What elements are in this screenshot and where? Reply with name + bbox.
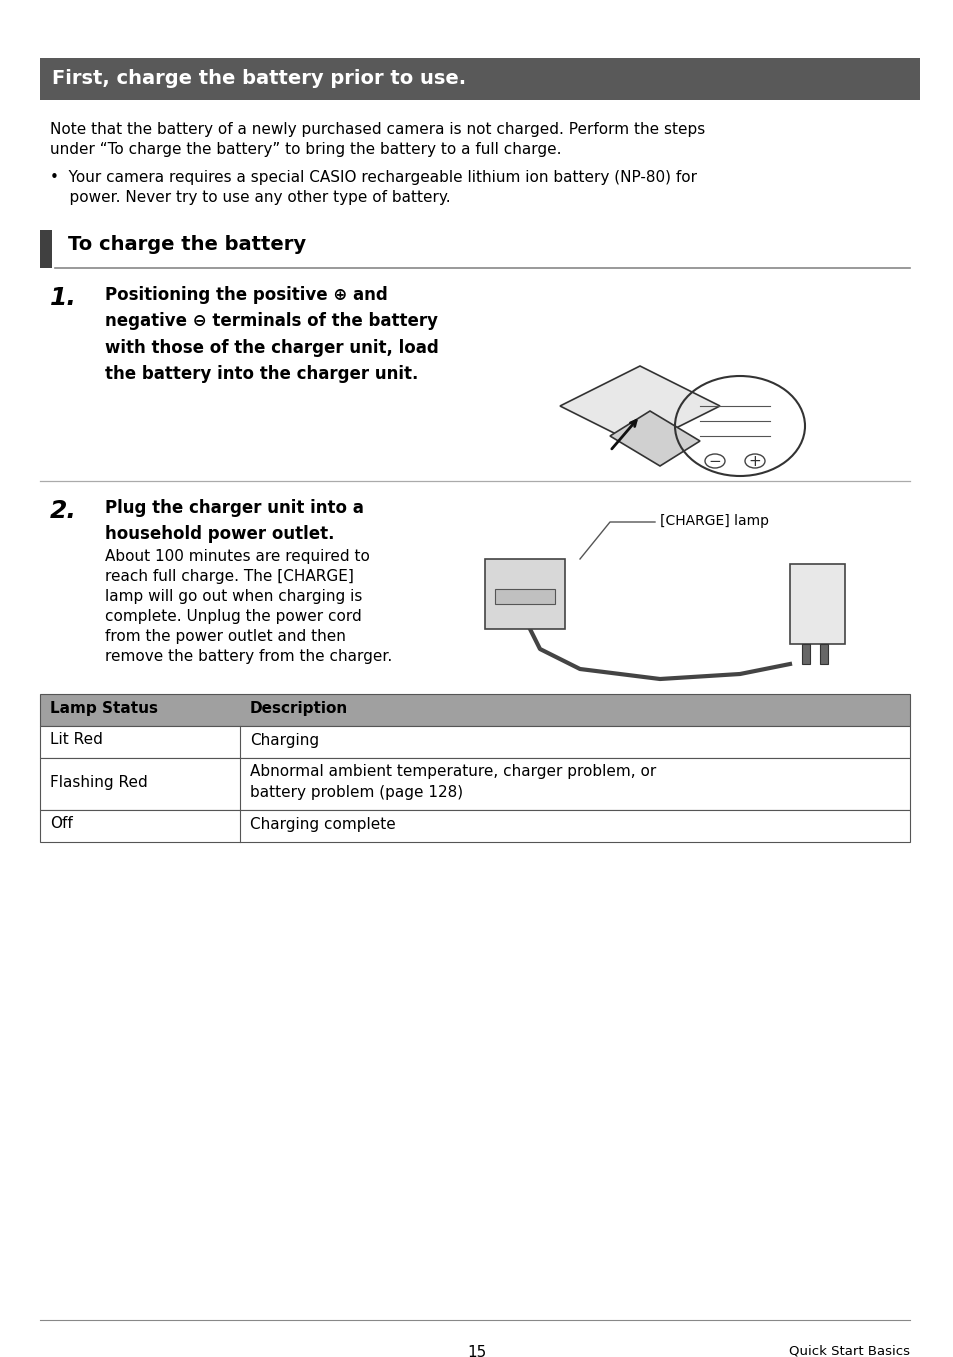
Bar bbox=[40, 229, 52, 267]
Text: Positioning the positive ⊕ and
negative ⊖ terminals of the battery
with those of: Positioning the positive ⊕ and negative … bbox=[105, 286, 438, 383]
Bar bbox=[40, 759, 909, 810]
Bar bbox=[40, 58, 919, 100]
Text: reach full charge. The [CHARGE]: reach full charge. The [CHARGE] bbox=[105, 569, 354, 584]
Text: −: − bbox=[708, 453, 720, 468]
Text: Description: Description bbox=[250, 700, 348, 715]
Text: Note that the battery of a newly purchased camera is not charged. Perform the st: Note that the battery of a newly purchas… bbox=[50, 122, 704, 137]
Text: from the power outlet and then: from the power outlet and then bbox=[105, 630, 346, 645]
Text: power. Never try to use any other type of battery.: power. Never try to use any other type o… bbox=[50, 190, 450, 205]
Bar bbox=[495, 589, 555, 604]
Text: +: + bbox=[748, 453, 760, 468]
Bar bbox=[789, 565, 844, 645]
Text: Charging complete: Charging complete bbox=[250, 817, 395, 832]
Text: 15: 15 bbox=[467, 1345, 486, 1357]
Bar bbox=[820, 645, 827, 664]
Text: Off: Off bbox=[50, 817, 72, 832]
Text: 1.: 1. bbox=[50, 286, 77, 309]
Text: Lit Red: Lit Red bbox=[50, 733, 103, 748]
Text: First, charge the battery prior to use.: First, charge the battery prior to use. bbox=[52, 69, 466, 88]
Text: complete. Unplug the power cord: complete. Unplug the power cord bbox=[105, 609, 361, 624]
Bar bbox=[484, 559, 564, 630]
Text: •  Your camera requires a special CASIO rechargeable lithium ion battery (NP-80): • Your camera requires a special CASIO r… bbox=[50, 170, 697, 185]
Bar bbox=[40, 810, 909, 841]
Text: Flashing Red: Flashing Red bbox=[50, 775, 148, 790]
Bar bbox=[40, 726, 909, 759]
Polygon shape bbox=[609, 411, 700, 465]
Text: To charge the battery: To charge the battery bbox=[68, 235, 306, 254]
Polygon shape bbox=[559, 366, 720, 446]
Text: lamp will go out when charging is: lamp will go out when charging is bbox=[105, 589, 362, 604]
Text: Abnormal ambient temperature, charger problem, or
battery problem (page 128): Abnormal ambient temperature, charger pr… bbox=[250, 764, 656, 801]
Text: About 100 minutes are required to: About 100 minutes are required to bbox=[105, 550, 370, 565]
Text: remove the battery from the charger.: remove the battery from the charger. bbox=[105, 649, 392, 664]
Bar bbox=[40, 693, 909, 726]
Bar bbox=[801, 645, 809, 664]
Text: Plug the charger unit into a
household power outlet.: Plug the charger unit into a household p… bbox=[105, 499, 363, 543]
Text: Lamp Status: Lamp Status bbox=[50, 700, 158, 715]
Text: under “To charge the battery” to bring the battery to a full charge.: under “To charge the battery” to bring t… bbox=[50, 142, 561, 157]
Text: Charging: Charging bbox=[250, 733, 319, 748]
Text: [CHARGE] lamp: [CHARGE] lamp bbox=[659, 514, 768, 528]
Text: Quick Start Basics: Quick Start Basics bbox=[788, 1345, 909, 1357]
Text: 2.: 2. bbox=[50, 499, 77, 522]
